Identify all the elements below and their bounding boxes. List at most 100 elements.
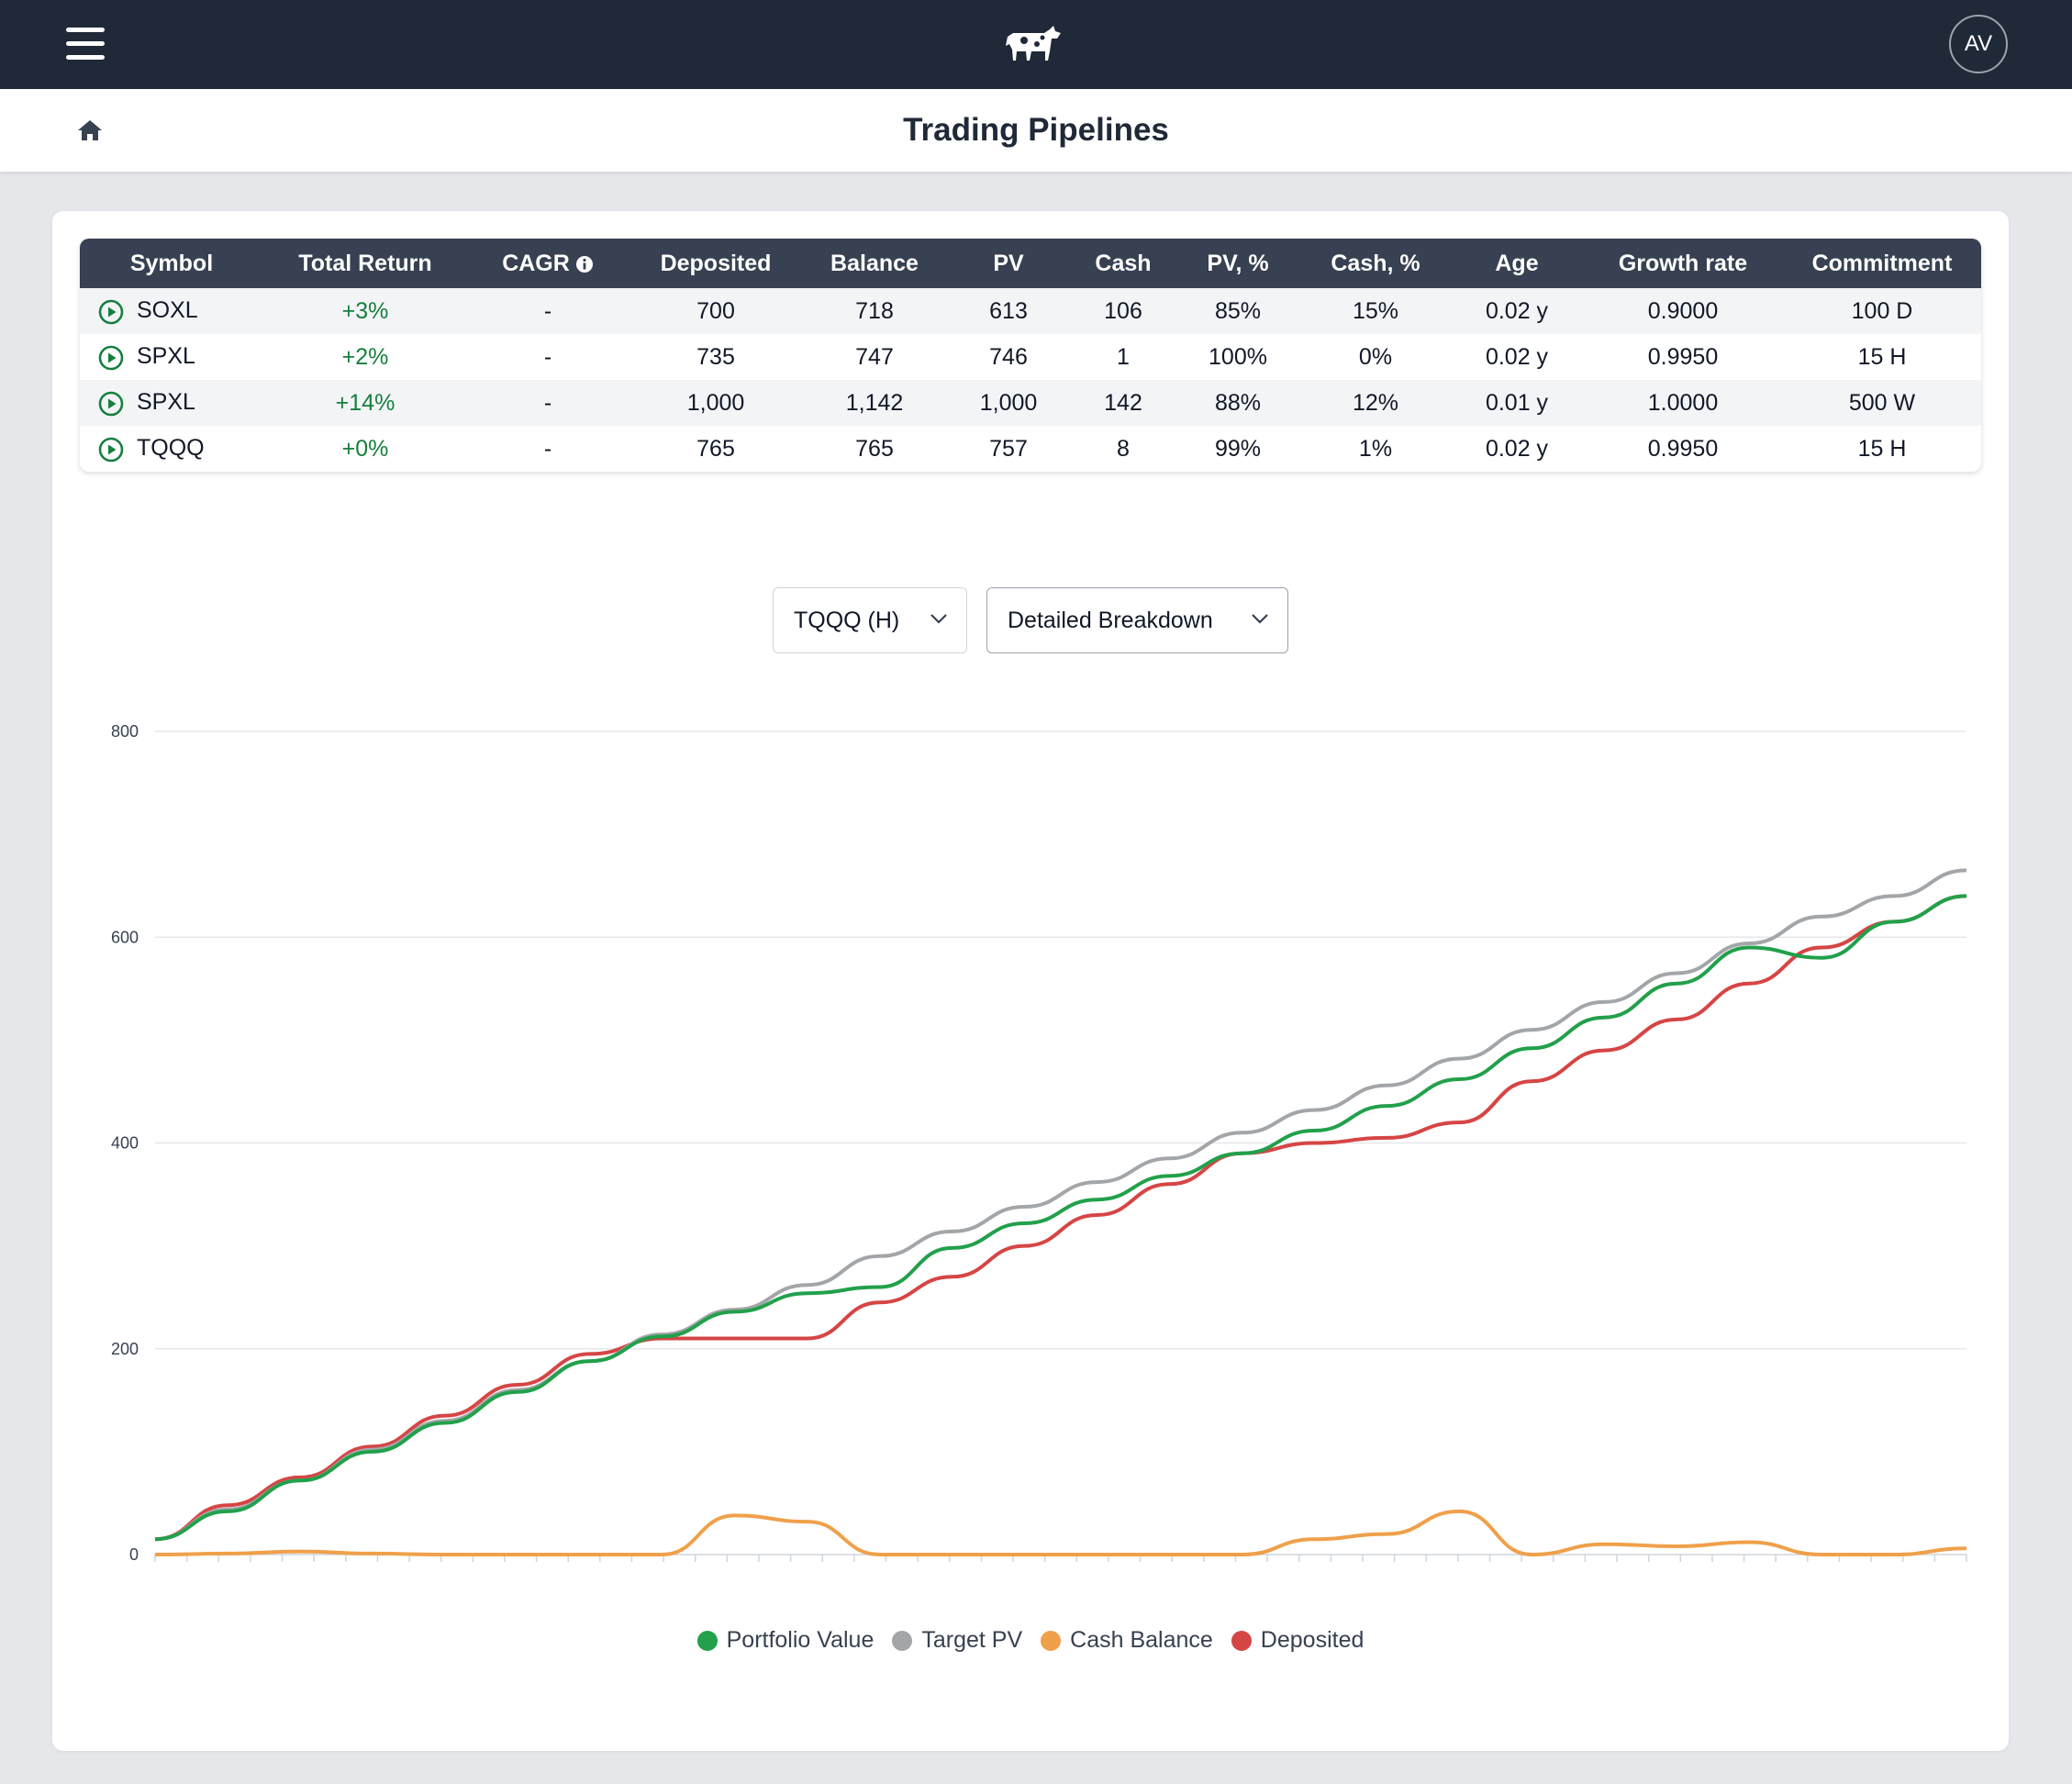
hamburger-menu-icon[interactable] — [66, 28, 105, 61]
col-header-pv[interactable]: PV — [946, 239, 1071, 288]
cell-balance: 765 — [803, 426, 946, 472]
chevron-down-icon — [1252, 614, 1268, 624]
cell-balance: 1,142 — [803, 380, 946, 426]
series-line-portfolio-value[interactable] — [154, 894, 1967, 1542]
play-circle-icon[interactable] — [98, 299, 124, 325]
legend-dot — [1231, 1630, 1252, 1651]
symbol-label: SPXL — [137, 389, 195, 416]
cell-cagr: - — [467, 426, 629, 472]
table-header-row: Symbol Total Return CAGR Deposited Balan… — [80, 239, 1981, 288]
cell-age: 0.02 y — [1451, 334, 1583, 380]
col-header-cagr[interactable]: CAGR — [467, 239, 629, 288]
table-row[interactable]: TQQQ +0% -765 765 757 8 99% 1% 0.02 y 0.9950 15 H — [80, 426, 1981, 472]
play-circle-icon[interactable] — [98, 345, 124, 371]
col-header-cash[interactable]: Cash — [1071, 239, 1175, 288]
col-header-symbol[interactable]: Symbol — [80, 239, 263, 288]
cell-balance: 718 — [803, 288, 946, 334]
cell-commitment: 100 D — [1783, 288, 1981, 334]
cell-total-return: +0% — [263, 426, 467, 472]
cell-age: 0.01 y — [1451, 380, 1583, 426]
table-row[interactable]: SOXL +3% -700 718 613 106 85% 15% 0.02 y 0.9000 10… — [80, 288, 1981, 334]
cell-pv-pct: 100% — [1175, 334, 1300, 380]
legend-dot — [1041, 1630, 1062, 1651]
legend-dot — [892, 1630, 913, 1651]
symbol-label: SOXL — [137, 297, 198, 324]
cell-cash-pct: 12% — [1300, 380, 1451, 426]
pipeline-select-value: TQQQ (H) — [794, 608, 900, 633]
cell-age: 0.02 y — [1451, 288, 1583, 334]
page-header: Trading Pipelines — [0, 89, 2072, 172]
cell-symbol: SPXL — [80, 334, 263, 380]
y-tick-label: 600 — [111, 928, 139, 946]
series-line-target-pv[interactable] — [154, 868, 1967, 1542]
play-circle-icon[interactable] — [98, 391, 124, 417]
page-title: Trading Pipelines — [903, 112, 1169, 148]
symbol-label: SPXL — [137, 343, 195, 370]
col-header-deposited[interactable]: Deposited — [629, 239, 803, 288]
view-select[interactable]: Detailed Breakdown — [986, 587, 1288, 653]
cell-cash: 1 — [1071, 334, 1175, 380]
legend-item-deposited[interactable]: Deposited — [1231, 1627, 1364, 1654]
pipelines-table-container: Symbol Total Return CAGR Deposited Balan… — [80, 239, 1981, 472]
chart-legend: Portfolio Value Target PV Cash Balance Depo… — [52, 1627, 2009, 1654]
col-header-commitment[interactable]: Commitment — [1783, 239, 1981, 288]
cell-growth-rate: 1.0000 — [1583, 380, 1783, 426]
cell-total-return: +14% — [263, 380, 467, 426]
pipelines-table: Symbol Total Return CAGR Deposited Balan… — [80, 239, 1981, 472]
play-circle-icon[interactable] — [98, 437, 124, 463]
cell-growth-rate: 0.9950 — [1583, 334, 1783, 380]
y-tick-label: 200 — [111, 1340, 139, 1358]
legend-item-portfolio-value[interactable]: Portfolio Value — [696, 1627, 874, 1654]
chevron-down-icon — [930, 614, 947, 624]
y-tick-label: 400 — [111, 1134, 139, 1153]
cell-cash-pct: 15% — [1300, 288, 1451, 334]
cell-symbol: SOXL — [80, 288, 263, 334]
cow-logo[interactable] — [1004, 24, 1063, 66]
cell-commitment: 500 W — [1783, 380, 1981, 426]
cell-cash: 8 — [1071, 426, 1175, 472]
legend-label: Target PV — [921, 1627, 1023, 1653]
pipeline-select[interactable]: TQQQ (H) — [773, 587, 967, 653]
cell-deposited: 735 — [629, 334, 803, 380]
cell-deposited: 700 — [629, 288, 803, 334]
cell-total-return: +3% — [263, 288, 467, 334]
cell-pv: 613 — [946, 288, 1071, 334]
cell-deposited: 1,000 — [629, 380, 803, 426]
info-icon[interactable] — [575, 255, 594, 273]
cell-cagr: - — [467, 334, 629, 380]
series-line-deposited[interactable] — [154, 894, 1967, 1542]
col-header-balance[interactable]: Balance — [803, 239, 946, 288]
pipelines-card: Symbol Total Return CAGR Deposited Balan… — [52, 211, 2009, 1751]
pipeline-line-chart: 0 200 400 600 800 — [111, 722, 1967, 1564]
cell-pv: 746 — [946, 334, 1071, 380]
col-header-total-return[interactable]: Total Return — [263, 239, 467, 288]
col-header-growth-rate[interactable]: Growth rate — [1583, 239, 1783, 288]
legend-item-target-pv[interactable]: Target PV — [892, 1627, 1022, 1654]
cell-cash-pct: 0% — [1300, 334, 1451, 380]
home-icon[interactable] — [77, 118, 103, 142]
cell-commitment: 15 H — [1783, 426, 1981, 472]
cell-pv: 757 — [946, 426, 1071, 472]
col-header-cagr-label: CAGR — [502, 250, 570, 276]
cell-growth-rate: 0.9000 — [1583, 288, 1783, 334]
legend-label: Cash Balance — [1070, 1627, 1213, 1653]
legend-item-cash-balance[interactable]: Cash Balance — [1041, 1627, 1213, 1654]
user-avatar[interactable]: AV — [1949, 15, 2008, 73]
col-header-cash-pct[interactable]: Cash, % — [1300, 239, 1451, 288]
view-select-value: Detailed Breakdown — [1008, 608, 1213, 633]
cell-cagr: - — [467, 380, 629, 426]
legend-label: Portfolio Value — [726, 1627, 874, 1653]
cell-age: 0.02 y — [1451, 426, 1583, 472]
table-row[interactable]: SPXL +2% -735 747 746 1 100% 0% 0.02 y 0.9950 15 H — [80, 334, 1981, 380]
top-navbar: AV — [0, 0, 2072, 89]
cell-symbol: TQQQ — [80, 426, 263, 472]
y-tick-label: 800 — [111, 722, 139, 741]
cell-deposited: 765 — [629, 426, 803, 472]
cell-cash: 142 — [1071, 380, 1175, 426]
col-header-age[interactable]: Age — [1451, 239, 1583, 288]
cell-total-return: +2% — [263, 334, 467, 380]
series-line-cash-balance[interactable] — [154, 1509, 1967, 1557]
y-tick-label: 0 — [129, 1545, 139, 1564]
col-header-pv-pct[interactable]: PV, % — [1175, 239, 1300, 288]
